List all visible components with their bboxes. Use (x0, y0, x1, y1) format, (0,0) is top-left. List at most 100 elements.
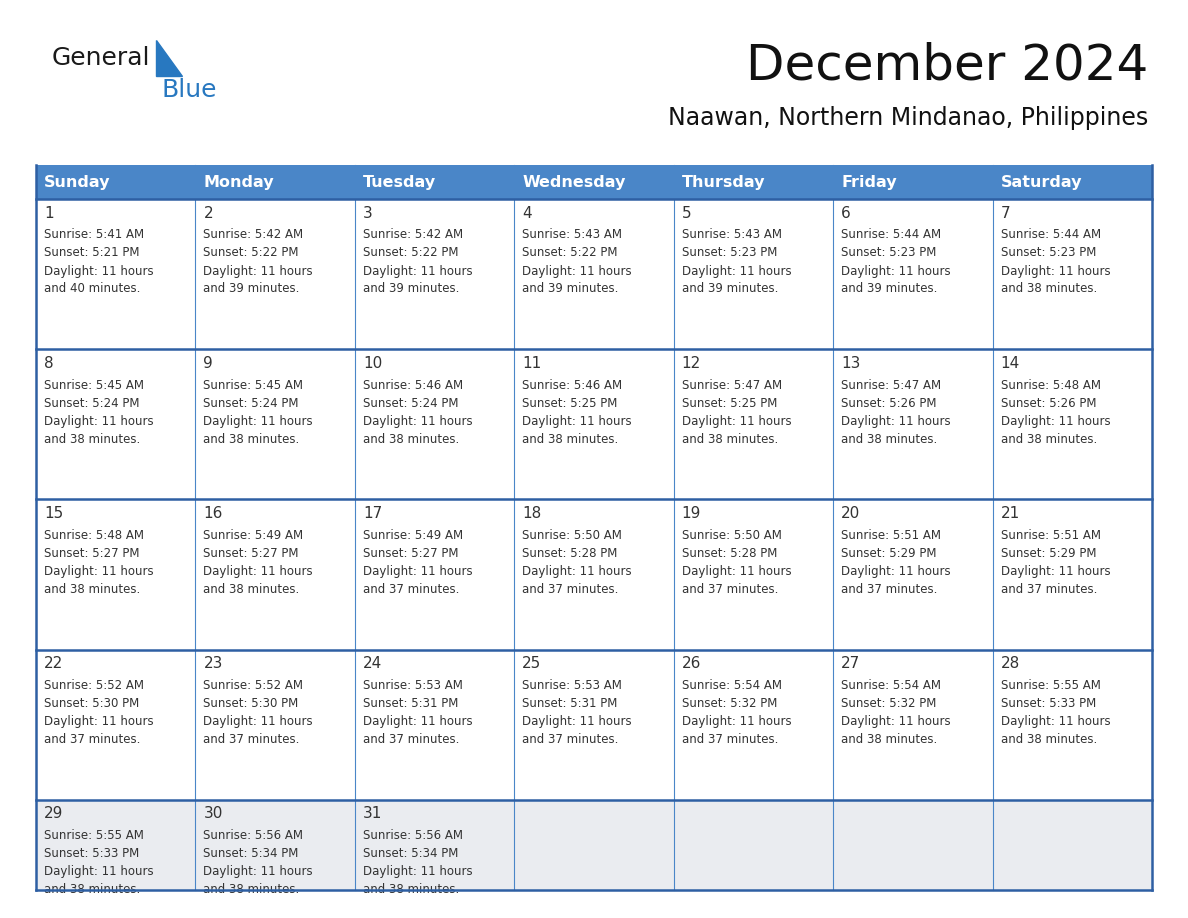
Text: 4: 4 (523, 206, 532, 220)
Text: Daylight: 11 hours: Daylight: 11 hours (44, 866, 153, 879)
Text: and 38 minutes.: and 38 minutes. (841, 733, 937, 746)
Text: 17: 17 (362, 506, 383, 521)
Text: and 38 minutes.: and 38 minutes. (523, 432, 619, 446)
Text: Daylight: 11 hours: Daylight: 11 hours (203, 715, 314, 728)
Text: and 37 minutes.: and 37 minutes. (523, 583, 619, 596)
Text: Sunset: 5:24 PM: Sunset: 5:24 PM (362, 397, 459, 409)
Text: Daylight: 11 hours: Daylight: 11 hours (523, 415, 632, 428)
Text: Daylight: 11 hours: Daylight: 11 hours (682, 264, 791, 277)
Text: and 38 minutes.: and 38 minutes. (203, 583, 299, 596)
Bar (36, 165, 1152, 199)
Bar (36, 800, 1152, 890)
Text: Daylight: 11 hours: Daylight: 11 hours (841, 715, 950, 728)
Text: and 38 minutes.: and 38 minutes. (841, 432, 937, 446)
Text: Daylight: 11 hours: Daylight: 11 hours (523, 565, 632, 578)
Text: Daylight: 11 hours: Daylight: 11 hours (362, 715, 473, 728)
Text: Daylight: 11 hours: Daylight: 11 hours (841, 264, 950, 277)
Text: 8: 8 (44, 355, 53, 371)
Text: 18: 18 (523, 506, 542, 521)
Text: Wednesday: Wednesday (523, 174, 626, 189)
Bar (36, 349, 1152, 499)
Text: Daylight: 11 hours: Daylight: 11 hours (203, 415, 314, 428)
Text: Daylight: 11 hours: Daylight: 11 hours (523, 264, 632, 277)
Text: Daylight: 11 hours: Daylight: 11 hours (44, 715, 153, 728)
Text: and 37 minutes.: and 37 minutes. (362, 733, 460, 746)
Text: Sunrise: 5:55 AM: Sunrise: 5:55 AM (44, 829, 144, 843)
Text: Sunrise: 5:56 AM: Sunrise: 5:56 AM (203, 829, 303, 843)
Text: 9: 9 (203, 355, 213, 371)
Text: Sunrise: 5:54 AM: Sunrise: 5:54 AM (841, 679, 941, 692)
Text: Sunrise: 5:41 AM: Sunrise: 5:41 AM (44, 229, 144, 241)
Text: 25: 25 (523, 656, 542, 671)
Text: and 39 minutes.: and 39 minutes. (362, 283, 460, 296)
Text: General: General (52, 46, 151, 70)
Text: Daylight: 11 hours: Daylight: 11 hours (1000, 565, 1111, 578)
Text: 6: 6 (841, 206, 851, 220)
Text: 26: 26 (682, 656, 701, 671)
Text: and 37 minutes.: and 37 minutes. (682, 583, 778, 596)
Text: Daylight: 11 hours: Daylight: 11 hours (1000, 264, 1111, 277)
Text: Daylight: 11 hours: Daylight: 11 hours (44, 264, 153, 277)
Text: Sunset: 5:22 PM: Sunset: 5:22 PM (362, 247, 459, 260)
Text: Sunset: 5:26 PM: Sunset: 5:26 PM (1000, 397, 1097, 409)
Text: Thursday: Thursday (682, 174, 765, 189)
Text: Sunrise: 5:50 AM: Sunrise: 5:50 AM (682, 529, 782, 542)
Text: Tuesday: Tuesday (362, 174, 436, 189)
Text: Sunrise: 5:42 AM: Sunrise: 5:42 AM (362, 229, 463, 241)
Text: Daylight: 11 hours: Daylight: 11 hours (523, 715, 632, 728)
Text: Sunset: 5:30 PM: Sunset: 5:30 PM (203, 697, 298, 711)
Text: 12: 12 (682, 355, 701, 371)
Text: Sunset: 5:27 PM: Sunset: 5:27 PM (362, 547, 459, 560)
Text: Sunset: 5:33 PM: Sunset: 5:33 PM (44, 847, 139, 860)
Text: 20: 20 (841, 506, 860, 521)
Text: Sunrise: 5:54 AM: Sunrise: 5:54 AM (682, 679, 782, 692)
Text: and 38 minutes.: and 38 minutes. (44, 583, 140, 596)
Text: Sunrise: 5:45 AM: Sunrise: 5:45 AM (44, 379, 144, 392)
Text: 31: 31 (362, 806, 383, 822)
Text: Sunset: 5:28 PM: Sunset: 5:28 PM (682, 547, 777, 560)
Polygon shape (156, 40, 182, 76)
Text: and 40 minutes.: and 40 minutes. (44, 283, 140, 296)
Text: Sunset: 5:26 PM: Sunset: 5:26 PM (841, 397, 936, 409)
Text: Sunset: 5:23 PM: Sunset: 5:23 PM (841, 247, 936, 260)
Text: Sunday: Sunday (44, 174, 110, 189)
Text: Daylight: 11 hours: Daylight: 11 hours (44, 415, 153, 428)
Text: Sunset: 5:32 PM: Sunset: 5:32 PM (841, 697, 936, 711)
Text: Sunrise: 5:49 AM: Sunrise: 5:49 AM (203, 529, 304, 542)
Text: Naawan, Northern Mindanao, Philippines: Naawan, Northern Mindanao, Philippines (668, 106, 1148, 130)
Text: Daylight: 11 hours: Daylight: 11 hours (362, 415, 473, 428)
Text: and 39 minutes.: and 39 minutes. (682, 283, 778, 296)
Text: Daylight: 11 hours: Daylight: 11 hours (203, 264, 314, 277)
Text: 22: 22 (44, 656, 63, 671)
Text: and 37 minutes.: and 37 minutes. (682, 733, 778, 746)
Text: 28: 28 (1000, 656, 1019, 671)
Text: Sunrise: 5:48 AM: Sunrise: 5:48 AM (44, 529, 144, 542)
Text: Sunset: 5:27 PM: Sunset: 5:27 PM (203, 547, 299, 560)
Text: 19: 19 (682, 506, 701, 521)
Text: 1: 1 (44, 206, 53, 220)
Text: Sunset: 5:22 PM: Sunset: 5:22 PM (523, 247, 618, 260)
Text: Sunset: 5:27 PM: Sunset: 5:27 PM (44, 547, 139, 560)
Text: and 39 minutes.: and 39 minutes. (841, 283, 937, 296)
Text: Sunset: 5:33 PM: Sunset: 5:33 PM (1000, 697, 1095, 711)
Text: and 38 minutes.: and 38 minutes. (44, 883, 140, 896)
Text: Sunset: 5:31 PM: Sunset: 5:31 PM (362, 697, 459, 711)
Text: and 38 minutes.: and 38 minutes. (682, 432, 778, 446)
Text: Sunrise: 5:45 AM: Sunrise: 5:45 AM (203, 379, 303, 392)
Text: Sunrise: 5:46 AM: Sunrise: 5:46 AM (523, 379, 623, 392)
Text: Blue: Blue (162, 78, 217, 102)
Text: Sunrise: 5:56 AM: Sunrise: 5:56 AM (362, 829, 463, 843)
Text: 16: 16 (203, 506, 223, 521)
Text: Daylight: 11 hours: Daylight: 11 hours (44, 565, 153, 578)
Text: Daylight: 11 hours: Daylight: 11 hours (841, 565, 950, 578)
Text: and 37 minutes.: and 37 minutes. (362, 583, 460, 596)
Text: December 2024: December 2024 (746, 41, 1148, 89)
Text: Sunset: 5:29 PM: Sunset: 5:29 PM (1000, 547, 1097, 560)
Text: Sunrise: 5:43 AM: Sunrise: 5:43 AM (682, 229, 782, 241)
Text: and 39 minutes.: and 39 minutes. (203, 283, 299, 296)
Text: Sunrise: 5:49 AM: Sunrise: 5:49 AM (362, 529, 463, 542)
Text: Daylight: 11 hours: Daylight: 11 hours (362, 264, 473, 277)
Text: and 38 minutes.: and 38 minutes. (1000, 283, 1097, 296)
Text: Sunset: 5:29 PM: Sunset: 5:29 PM (841, 547, 936, 560)
Text: and 37 minutes.: and 37 minutes. (44, 733, 140, 746)
